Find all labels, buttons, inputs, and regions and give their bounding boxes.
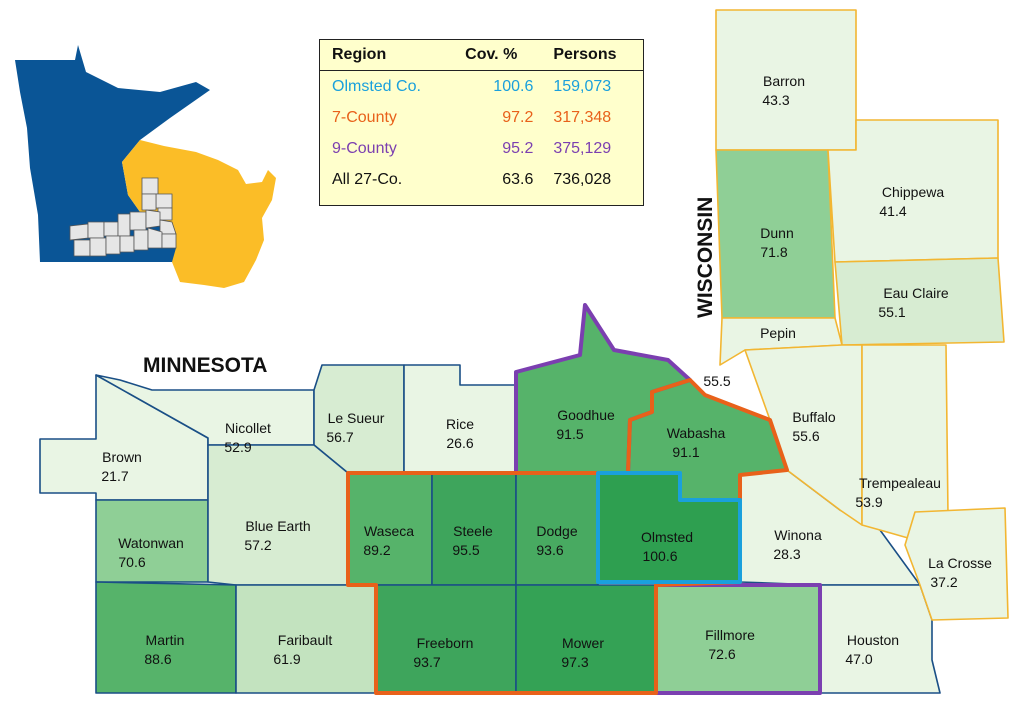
county-value-pepin: 55.5 — [703, 373, 730, 389]
county-value-nicollet: 52.9 — [224, 439, 251, 455]
county-value-la-crosse: 37.2 — [930, 574, 957, 590]
county-value-brown: 21.7 — [101, 468, 128, 484]
county-value-winona: 28.3 — [773, 546, 800, 562]
county-name-pepin: Pepin — [760, 325, 796, 341]
county-value-rice: 26.6 — [446, 435, 473, 451]
inset-locator-map — [15, 45, 276, 288]
legend-row: 7-County 97.2 317,348 — [320, 102, 643, 133]
coverage-legend-table: Region Cov. % Persons Olmsted Co. 100.6 … — [319, 39, 644, 206]
county-name-le-sueur: Le Sueur — [328, 410, 385, 426]
county-eau-claire — [834, 257, 1005, 346]
county-value-faribault: 61.9 — [273, 651, 300, 667]
county-value-dunn: 71.8 — [760, 244, 787, 260]
legend-row: 9-County 95.2 375,129 — [320, 133, 643, 164]
county-value-watonwan: 70.6 — [118, 554, 145, 570]
county-value-waseca: 89.2 — [363, 542, 390, 558]
county-name-dodge: Dodge — [536, 523, 577, 539]
county-name-blue-earth: Blue Earth — [245, 518, 310, 534]
county-name-winona: Winona — [774, 527, 822, 543]
legend-header-row: Region Cov. % Persons — [320, 40, 643, 71]
inset-minnesota-shape — [15, 45, 210, 262]
county-value-houston: 47.0 — [845, 651, 872, 667]
wisconsin-counties — [715, 9, 1009, 621]
county-la-crosse — [904, 507, 1009, 621]
outline-olmsted — [596, 471, 742, 584]
county-name-barron: Barron — [763, 73, 805, 89]
county-value-barron: 43.3 — [762, 92, 789, 108]
county-name-dunn: Dunn — [760, 225, 793, 241]
legend-coverage: 97.2 — [502, 108, 534, 126]
legend-region: 7-County — [332, 108, 397, 126]
legend-persons: 375,129 — [553, 139, 612, 157]
legend-persons: 159,073 — [553, 77, 612, 95]
inset-wisconsin-shape — [122, 140, 276, 288]
county-name-houston: Houston — [847, 632, 899, 648]
legend-persons: 736,028 — [553, 170, 612, 188]
legend-region: All 27-Co. — [332, 170, 403, 188]
county-name-martin: Martin — [146, 632, 185, 648]
legend-header-coverage: Cov. % — [453, 40, 542, 71]
county-name-wabasha: Wabasha — [667, 425, 726, 441]
legend-row: All 27-Co. 63.6 736,028 — [320, 164, 643, 195]
county-name-mower: Mower — [562, 635, 604, 651]
legend-row: Olmsted Co. 100.6 159,073 — [320, 71, 643, 103]
legend-header-persons: Persons — [541, 40, 643, 71]
county-value-buffalo: 55.6 — [792, 428, 819, 444]
inset-region-counties — [69, 177, 177, 257]
county-value-trempealeau: 53.9 — [855, 494, 882, 510]
state-label-minnesota: MINNESOTA — [143, 354, 267, 377]
county-value-martin: 88.6 — [144, 651, 171, 667]
county-name-eau-claire: Eau Claire — [883, 285, 949, 301]
county-value-steele: 95.5 — [452, 542, 479, 558]
county-name-goodhue: Goodhue — [557, 407, 615, 423]
county-name-trempealeau: Trempealeau — [859, 475, 941, 491]
county-blue-earth — [207, 444, 349, 586]
county-name-waseca: Waseca — [364, 523, 414, 539]
county-value-wabasha: 91.1 — [672, 444, 699, 460]
county-name-brown: Brown — [102, 449, 142, 465]
county-value-le-sueur: 56.7 — [326, 429, 353, 445]
county-value-goodhue: 91.5 — [556, 426, 583, 442]
county-value-olmsted: 100.6 — [642, 548, 677, 564]
county-name-steele: Steele — [453, 523, 493, 539]
county-value-blue-earth: 57.2 — [244, 537, 271, 553]
county-name-fillmore: Fillmore — [705, 627, 755, 643]
county-name-buffalo: Buffalo — [792, 409, 836, 425]
state-label-wisconsin: WISCONSIN — [694, 197, 717, 318]
county-value-mower: 97.3 — [561, 654, 588, 670]
county-name-la-crosse: La Crosse — [928, 555, 992, 571]
legend-region: 9-County — [332, 139, 397, 157]
county-name-rice: Rice — [446, 416, 474, 432]
legend-coverage: 95.2 — [502, 139, 534, 157]
county-name-freeborn: Freeborn — [417, 635, 474, 651]
legend-persons: 317,348 — [553, 108, 612, 126]
county-name-faribault: Faribault — [278, 632, 333, 648]
legend-header-region: Region — [320, 40, 454, 71]
county-value-eau-claire: 55.1 — [878, 304, 905, 320]
county-value-fillmore: 72.6 — [708, 646, 735, 662]
legend-coverage: 63.6 — [502, 170, 534, 188]
county-name-nicollet: Nicollet — [225, 420, 271, 436]
county-name-olmsted: Olmsted — [641, 529, 693, 545]
legend-table: Region Cov. % Persons Olmsted Co. 100.6 … — [320, 40, 643, 195]
outline-7-county — [346, 378, 789, 695]
county-name-chippewa: Chippewa — [882, 184, 944, 200]
county-labels: Brown 21.7 Nicollet 52.9 Le Sueur 56.7 R… — [101, 73, 992, 670]
legend-region: Olmsted Co. — [332, 77, 421, 95]
county-value-chippewa: 41.4 — [879, 203, 906, 219]
county-value-dodge: 93.6 — [536, 542, 563, 558]
legend-coverage: 100.6 — [493, 77, 534, 95]
county-name-watonwan: Watonwan — [118, 535, 184, 551]
county-value-freeborn: 93.7 — [413, 654, 440, 670]
